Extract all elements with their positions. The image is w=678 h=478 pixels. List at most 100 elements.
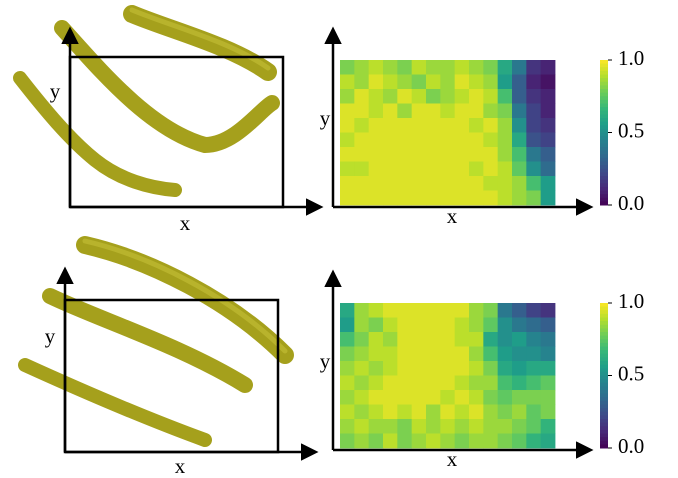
heatmap-cell [454, 317, 470, 333]
colorbar-segment [600, 81, 608, 86]
heatmap-cell [368, 433, 384, 449]
colorbar-segment [600, 422, 608, 427]
heatmap-cell [497, 361, 513, 376]
colorbar-segment [600, 179, 608, 184]
colorbar-segment [600, 186, 608, 191]
heatmap-cell [440, 176, 456, 191]
heatmap-cell [483, 89, 499, 104]
heatmap-cell [497, 176, 513, 191]
heatmap-cell [397, 190, 413, 206]
colorbar-tick-label: 0.0 [618, 191, 644, 215]
heatmap-cell [526, 375, 542, 391]
colorbar-segment [600, 96, 608, 101]
heatmap-cell [526, 161, 542, 177]
heatmap-cell [411, 89, 427, 104]
heatmap-cell [440, 375, 456, 391]
colorbar-tick-label: 0.0 [618, 434, 644, 458]
heatmap-cell [540, 74, 556, 90]
heatmap-cell [540, 404, 556, 420]
heatmap-cell [426, 74, 441, 90]
heatmap-cell [397, 317, 413, 333]
heatmap-cell [383, 60, 398, 75]
heatmap-cell [483, 132, 499, 148]
heatmap-cell [454, 176, 470, 191]
heatmap-cell [440, 317, 456, 333]
heatmap-cell [440, 132, 456, 148]
heatmap-cell [512, 361, 527, 376]
heatmap-cell [497, 118, 513, 133]
heatmap-cell [440, 89, 456, 104]
colorbar-segment [600, 415, 608, 420]
heatmap-cell [454, 303, 470, 318]
heatmap-cell [397, 346, 413, 362]
heatmap-cell [354, 147, 370, 162]
colorbar-segment [600, 328, 608, 333]
heatmap-cell [354, 303, 370, 318]
heatmap-cell [512, 404, 527, 420]
heatmap-cell [440, 419, 456, 434]
heatmap-cell [497, 303, 513, 318]
colorbar-segment [600, 317, 608, 322]
heatmap-cell [483, 419, 499, 434]
colorbar-segment [600, 433, 608, 438]
colorbar-segment [600, 324, 608, 329]
colorbar-segment [600, 197, 608, 202]
colorbar-segment [600, 110, 608, 115]
colorbar-tick-label: 1.0 [618, 46, 644, 70]
heatmap-cell [454, 132, 470, 148]
colorbar-segment [600, 371, 608, 376]
heatmap-cell [526, 147, 542, 162]
heatmap-cell [540, 147, 556, 162]
heatmap-cell [512, 390, 527, 405]
heatmap-cell [512, 161, 527, 177]
heatmap-cell [383, 74, 398, 90]
heatmap-cell [383, 317, 398, 333]
heatmap-cell [411, 190, 427, 206]
heatmap-cell [526, 303, 542, 318]
heatmap-cell [383, 176, 398, 191]
colorbar-segment [600, 132, 608, 137]
colorbar-segment [600, 400, 608, 405]
heatmap-cell [512, 190, 527, 206]
heatmap-cell [354, 346, 370, 362]
heatmap-cell [426, 132, 441, 148]
heatmap-cell [368, 361, 384, 376]
heatmap-cell [354, 375, 370, 391]
heatmap-cell [354, 390, 370, 405]
heatmap-cell [454, 361, 470, 376]
heatmap-cell [526, 404, 542, 420]
heatmap-cell [483, 390, 499, 405]
y-label: y [320, 349, 331, 373]
heatmap-cell [368, 190, 384, 206]
colorbar-segment [600, 313, 608, 318]
x-label: x [180, 211, 191, 235]
heatmap-cell [512, 60, 527, 75]
heatmap-cell [426, 161, 441, 177]
heatmap-cell [512, 132, 527, 148]
heatmap-cell [454, 332, 470, 347]
heatmap-cell [483, 190, 499, 206]
colorbar-segment [600, 310, 608, 315]
heatmap-cell [454, 433, 470, 449]
heatmap-cell [526, 118, 542, 133]
heatmap-cell [340, 375, 355, 391]
heatmap-cell [368, 74, 384, 90]
heatmap-cell [540, 332, 556, 347]
colorbar-segment [600, 154, 608, 159]
heatmap-cell [440, 118, 456, 133]
heatmap-cell [440, 361, 456, 376]
colorbar-segment [600, 444, 608, 449]
heatmap-cell [354, 361, 370, 376]
heatmap-cell [411, 161, 427, 177]
colorbar-segment [600, 429, 608, 434]
colorbar-segment [600, 393, 608, 398]
heatmap-cell [526, 317, 542, 333]
heatmap-cell [440, 346, 456, 362]
heatmap-cell [469, 132, 484, 148]
heatmap-cell [383, 303, 398, 318]
heatmap-cell [540, 419, 556, 434]
heatmap-cell [354, 74, 370, 90]
heatmap-cell [540, 390, 556, 405]
x-label: x [447, 204, 458, 228]
heatmap-cell [340, 161, 355, 177]
